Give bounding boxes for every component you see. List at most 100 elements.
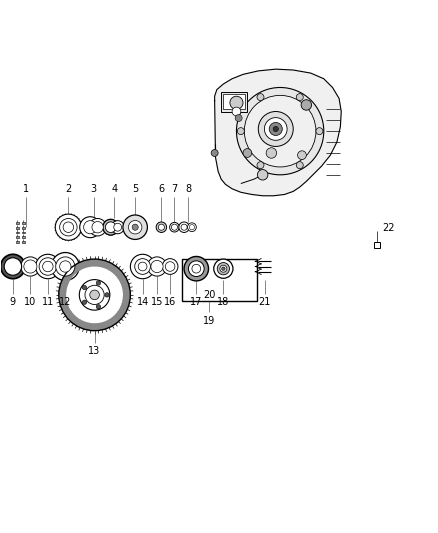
- Circle shape: [296, 94, 303, 101]
- Text: 11: 11: [42, 297, 54, 307]
- Circle shape: [237, 128, 244, 135]
- Text: 20: 20: [203, 290, 215, 300]
- Circle shape: [55, 214, 81, 240]
- Circle shape: [51, 253, 79, 280]
- Bar: [21, 236, 25, 238]
- Circle shape: [230, 96, 243, 109]
- Text: 14: 14: [137, 297, 149, 307]
- Text: 15: 15: [151, 297, 163, 307]
- Bar: [15, 231, 19, 233]
- Circle shape: [103, 220, 119, 235]
- Circle shape: [158, 224, 164, 230]
- Bar: [223, 94, 245, 109]
- Bar: [21, 227, 25, 229]
- Circle shape: [217, 263, 230, 275]
- Circle shape: [82, 285, 87, 290]
- Circle shape: [214, 259, 233, 278]
- Bar: [15, 227, 19, 229]
- Circle shape: [265, 118, 287, 140]
- Text: 8: 8: [185, 184, 191, 195]
- Circle shape: [148, 257, 166, 276]
- Text: 5: 5: [132, 184, 138, 195]
- Text: 3: 3: [91, 184, 97, 195]
- Text: 1: 1: [23, 184, 29, 195]
- Circle shape: [192, 264, 201, 273]
- Text: 19: 19: [203, 316, 215, 326]
- Circle shape: [237, 87, 324, 175]
- Circle shape: [269, 123, 283, 135]
- Polygon shape: [215, 69, 341, 196]
- Circle shape: [244, 95, 316, 167]
- Circle shape: [257, 161, 264, 168]
- Circle shape: [128, 221, 142, 234]
- Circle shape: [181, 224, 187, 230]
- Circle shape: [114, 223, 122, 231]
- Circle shape: [179, 222, 189, 232]
- Text: 4: 4: [111, 184, 117, 195]
- Text: 9: 9: [10, 297, 16, 307]
- Bar: [221, 92, 247, 111]
- Bar: [374, 242, 380, 248]
- Circle shape: [60, 261, 71, 272]
- Circle shape: [232, 107, 241, 116]
- Circle shape: [165, 262, 175, 271]
- Circle shape: [90, 290, 99, 300]
- Text: 18: 18: [217, 297, 230, 307]
- Circle shape: [131, 254, 155, 279]
- Circle shape: [184, 256, 208, 281]
- Circle shape: [4, 258, 21, 275]
- Bar: [182, 259, 257, 302]
- Circle shape: [156, 222, 166, 232]
- Circle shape: [211, 149, 218, 157]
- Circle shape: [1, 254, 25, 279]
- Text: 2: 2: [65, 184, 71, 195]
- Circle shape: [162, 259, 178, 274]
- Circle shape: [297, 151, 306, 159]
- Circle shape: [84, 221, 97, 234]
- Circle shape: [296, 161, 303, 168]
- Circle shape: [111, 221, 124, 234]
- Circle shape: [220, 265, 227, 272]
- Circle shape: [60, 219, 77, 236]
- Circle shape: [63, 222, 74, 232]
- Circle shape: [170, 222, 179, 232]
- Circle shape: [105, 293, 109, 297]
- Circle shape: [316, 128, 323, 135]
- Polygon shape: [59, 259, 131, 330]
- Circle shape: [138, 262, 147, 271]
- Text: 21: 21: [259, 297, 271, 307]
- Circle shape: [222, 267, 225, 270]
- Circle shape: [89, 219, 106, 236]
- Circle shape: [123, 215, 148, 239]
- Text: 10: 10: [24, 297, 36, 307]
- Circle shape: [258, 111, 293, 147]
- Circle shape: [273, 126, 279, 132]
- Circle shape: [82, 300, 87, 304]
- Text: 17: 17: [190, 297, 202, 307]
- Bar: [15, 236, 19, 238]
- Text: 12: 12: [59, 297, 71, 307]
- Bar: [15, 241, 19, 243]
- Text: 13: 13: [88, 346, 101, 357]
- Circle shape: [151, 261, 163, 272]
- Circle shape: [96, 281, 101, 285]
- Text: 22: 22: [382, 223, 394, 233]
- Circle shape: [56, 257, 75, 276]
- Circle shape: [235, 115, 242, 122]
- Circle shape: [243, 149, 252, 157]
- Bar: [21, 222, 25, 224]
- Text: 16: 16: [164, 297, 176, 307]
- Circle shape: [21, 257, 40, 276]
- Circle shape: [189, 224, 194, 230]
- Circle shape: [106, 222, 116, 232]
- Circle shape: [188, 261, 204, 277]
- Circle shape: [80, 217, 101, 238]
- Circle shape: [106, 222, 116, 232]
- Circle shape: [266, 148, 277, 158]
- Circle shape: [79, 280, 110, 310]
- Circle shape: [42, 261, 53, 272]
- Bar: [21, 231, 25, 233]
- Circle shape: [301, 100, 311, 110]
- Circle shape: [39, 258, 57, 275]
- Circle shape: [92, 222, 103, 233]
